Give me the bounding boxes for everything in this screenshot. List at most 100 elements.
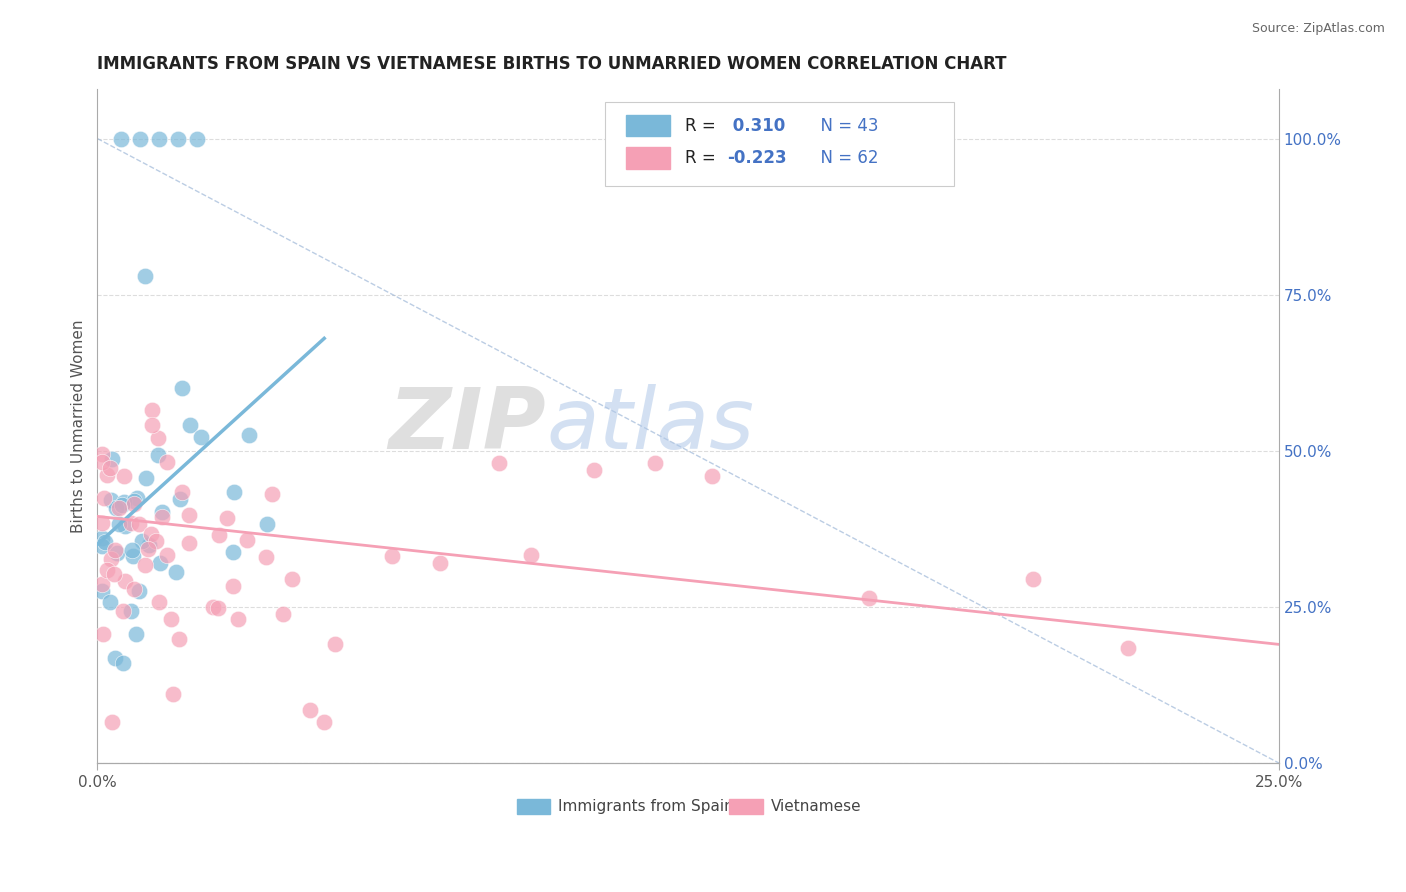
Point: [98, 594, 121, 608]
Point: [488, 456, 510, 470]
Text: Immigrants from Spain: Immigrants from Spain: [558, 798, 734, 814]
Text: ZIP: ZIP: [388, 384, 547, 467]
Point: [148, 595, 170, 609]
Point: [190, 430, 212, 444]
Point: [93, 491, 115, 506]
Point: [91, 626, 114, 640]
Point: [124, 626, 146, 640]
Point: [256, 516, 278, 531]
Point: [226, 612, 249, 626]
Point: [134, 268, 156, 283]
Point: [104, 651, 127, 665]
Point: [156, 455, 179, 469]
Point: [162, 687, 184, 701]
Point: [170, 485, 193, 500]
Point: [222, 545, 245, 559]
Point: [520, 549, 543, 563]
Point: [122, 494, 145, 508]
Point: [429, 556, 451, 570]
Text: IMMIGRANTS FROM SPAIN VS VIETNAMESE BIRTHS TO UNMARRIED WOMEN CORRELATION CHART: IMMIGRANTS FROM SPAIN VS VIETNAMESE BIRT…: [97, 55, 1007, 73]
Point: [114, 519, 136, 533]
Y-axis label: Births to Unmarried Women: Births to Unmarried Women: [72, 319, 86, 533]
Text: 0.310: 0.310: [727, 117, 786, 135]
Point: [166, 131, 188, 145]
Bar: [517, 799, 550, 814]
Point: [128, 584, 150, 599]
Point: [125, 491, 148, 505]
Point: [148, 131, 170, 145]
Point: [122, 549, 145, 563]
Point: [100, 493, 122, 508]
Point: [145, 534, 167, 549]
Point: [112, 469, 135, 483]
Point: [700, 468, 723, 483]
Point: [146, 448, 169, 462]
Point: [141, 417, 163, 432]
Point: [131, 533, 153, 548]
Point: [91, 576, 114, 591]
Point: [207, 600, 229, 615]
Point: [381, 549, 404, 564]
Point: [281, 572, 304, 586]
Point: [98, 461, 121, 475]
Bar: [626, 147, 671, 169]
Point: [141, 402, 163, 417]
Point: [323, 637, 346, 651]
Point: [858, 591, 880, 606]
Point: [138, 542, 160, 557]
Bar: [730, 799, 762, 814]
Point: [156, 549, 179, 563]
Point: [105, 546, 128, 560]
Point: [91, 584, 114, 599]
Point: [91, 531, 114, 545]
Text: -0.223: -0.223: [727, 149, 787, 167]
Text: atlas: atlas: [547, 384, 755, 467]
Point: [101, 451, 124, 466]
FancyBboxPatch shape: [606, 102, 955, 186]
Point: [169, 492, 191, 507]
Point: [139, 527, 162, 541]
Point: [108, 501, 131, 516]
Point: [128, 516, 150, 531]
Point: [208, 528, 231, 542]
Point: [107, 516, 129, 531]
Point: [167, 632, 190, 647]
Point: [201, 599, 224, 614]
Point: [582, 462, 605, 476]
Point: [644, 456, 666, 470]
Point: [149, 557, 172, 571]
Point: [112, 604, 135, 618]
Text: N = 62: N = 62: [810, 149, 879, 167]
Point: [138, 538, 160, 552]
Point: [148, 431, 170, 445]
Text: R =: R =: [685, 149, 721, 167]
Point: [186, 131, 208, 145]
Point: [238, 428, 260, 442]
Point: [128, 131, 150, 145]
Point: [179, 418, 201, 433]
Point: [111, 498, 134, 512]
Point: [94, 535, 117, 549]
Point: [112, 656, 135, 670]
Point: [91, 539, 114, 553]
Point: [236, 533, 259, 547]
Text: Vietnamese: Vietnamese: [770, 798, 862, 814]
Point: [271, 607, 294, 621]
Point: [177, 508, 200, 522]
Point: [299, 703, 322, 717]
Point: [91, 516, 114, 530]
Point: [120, 516, 142, 530]
Point: [222, 485, 245, 500]
Point: [96, 468, 118, 483]
Point: [260, 487, 283, 501]
Point: [254, 550, 277, 565]
Text: N = 43: N = 43: [810, 117, 879, 135]
Point: [215, 511, 238, 525]
Point: [121, 542, 143, 557]
Point: [160, 612, 183, 626]
Point: [103, 567, 125, 582]
Point: [314, 715, 336, 730]
Point: [150, 510, 173, 524]
Bar: [626, 115, 671, 136]
Point: [104, 543, 127, 558]
